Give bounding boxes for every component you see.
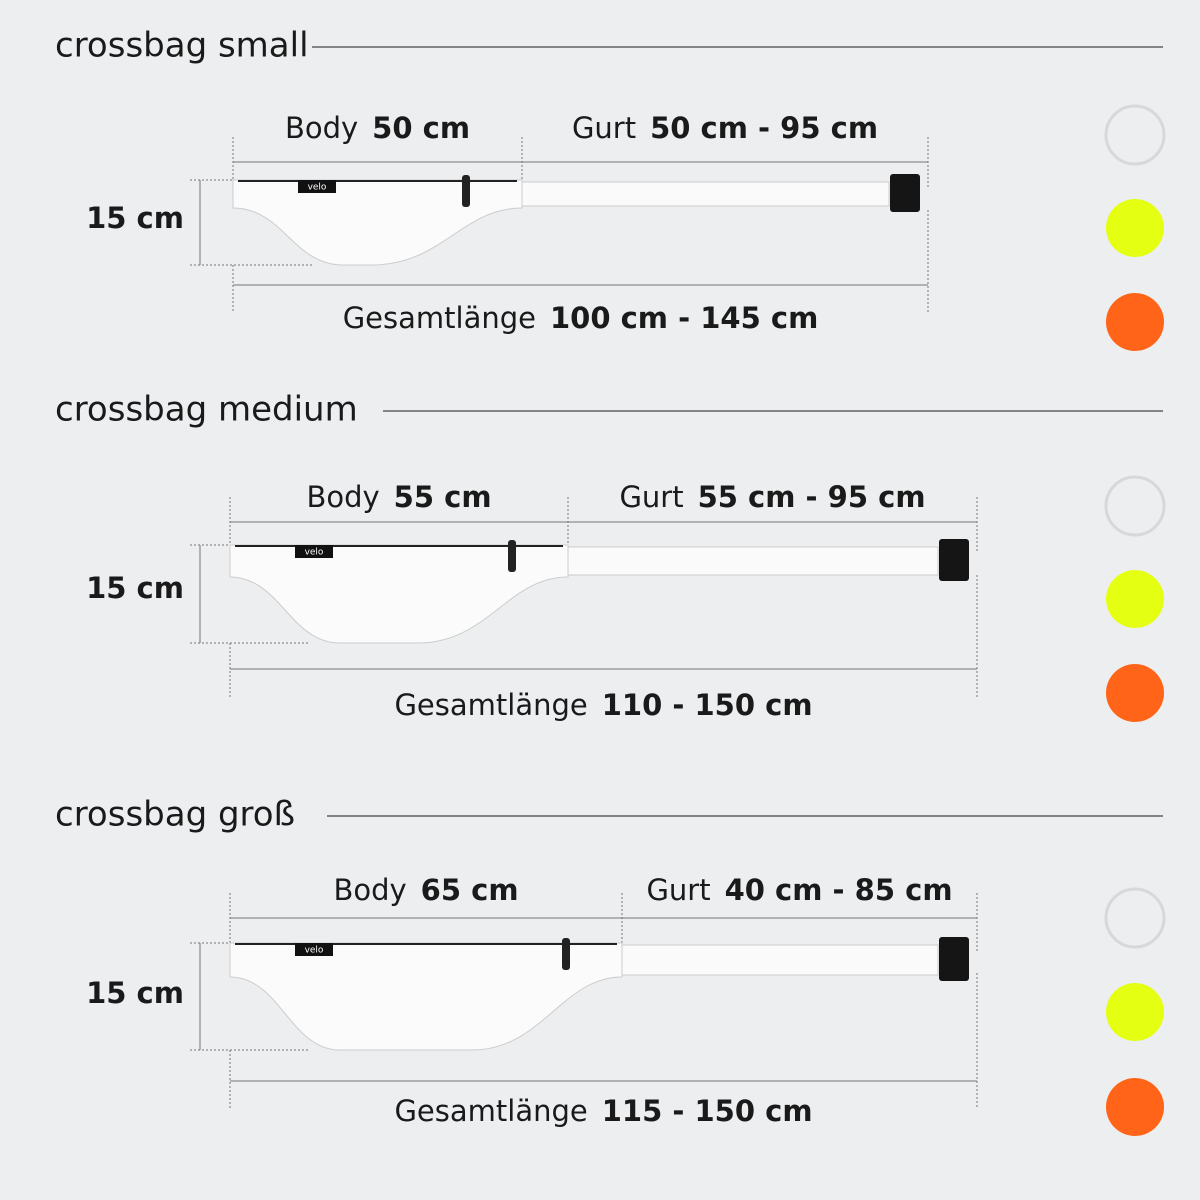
section-title: crossbag small [55, 26, 309, 66]
strap-dimension: Gurt 50 cm - 95 cm [572, 111, 878, 145]
color-swatch[interactable] [1104, 475, 1166, 537]
bag-body [229, 544, 569, 644]
total-length-label: Gesamtlänge [343, 301, 536, 335]
section: crossbag medium Body 55 cm Gurt 55 cm - 95 c… [55, 390, 1166, 722]
buckle [939, 539, 969, 581]
total-length-label: Gesamtlänge [394, 688, 587, 722]
strap-dimension-value: 55 cm - 95 cm [698, 480, 926, 514]
strap-dimension-label: Gurt [572, 111, 636, 145]
body-dimension-value: 65 cm [421, 873, 519, 907]
section-title: crossbag medium [55, 390, 358, 430]
total-length-value: 100 cm - 145 cm [550, 301, 818, 335]
height-label: 15 cm [86, 201, 184, 235]
total-length: Gesamtlänge 100 cm - 145 cm [343, 301, 819, 335]
logo-tag [295, 545, 333, 558]
bag-body [232, 179, 523, 266]
color-swatch[interactable] [1106, 664, 1164, 722]
strap [517, 181, 890, 207]
section-title: crossbag groß [55, 795, 295, 835]
total-length: Gesamtlänge 110 - 150 cm [394, 688, 812, 722]
color-swatch[interactable] [1106, 983, 1164, 1041]
logo-text: velo [305, 946, 324, 956]
strap-dimension-value: 40 cm - 85 cm [725, 873, 953, 907]
height-label: 15 cm [86, 571, 184, 605]
body-dimension-label: Body [333, 873, 406, 907]
color-swatch[interactable] [1106, 1078, 1164, 1136]
logo-text: velo [305, 548, 324, 558]
color-swatch[interactable] [1106, 570, 1164, 628]
logo-tag [295, 943, 333, 956]
color-swatch[interactable] [1106, 293, 1164, 351]
buckle [890, 174, 920, 212]
zipper-pull [562, 938, 570, 970]
zipper-pull [508, 540, 516, 572]
total-length-label: Gesamtlänge [394, 1094, 587, 1128]
body-dimension-value: 55 cm [394, 480, 492, 514]
body-dimension-label: Body [285, 111, 358, 145]
body-dimension: Body 65 cm [333, 873, 518, 907]
strap-dimension: Gurt 40 cm - 85 cm [646, 873, 952, 907]
total-length: Gesamtlänge 115 - 150 cm [394, 1094, 812, 1128]
strap-dimension-value: 50 cm - 95 cm [650, 111, 878, 145]
buckle [939, 937, 969, 981]
logo-tag [298, 180, 336, 193]
color-swatch[interactable] [1104, 887, 1166, 949]
body-dimension-value: 50 cm [372, 111, 470, 145]
body-dimension-label: Body [306, 480, 379, 514]
total-length-value: 115 - 150 cm [602, 1094, 813, 1128]
strap [563, 546, 939, 576]
strap-dimension-label: Gurt [619, 480, 683, 514]
height-label: 15 cm [86, 976, 184, 1010]
strap-dimension: Gurt 55 cm - 95 cm [619, 480, 925, 514]
section: crossbag small Body 50 cm Gurt 50 cm - 95 cm… [55, 26, 1166, 351]
color-swatch[interactable] [1104, 104, 1166, 166]
strap-dimension-label: Gurt [646, 873, 710, 907]
total-length-value: 110 - 150 cm [602, 688, 813, 722]
body-dimension: Body 55 cm [306, 480, 491, 514]
color-swatch[interactable] [1106, 199, 1164, 257]
zipper-pull [462, 175, 470, 207]
strap [617, 944, 939, 976]
body-dimension: Body 50 cm [285, 111, 470, 145]
bag-body [229, 942, 623, 1051]
logo-text: velo [308, 183, 327, 193]
